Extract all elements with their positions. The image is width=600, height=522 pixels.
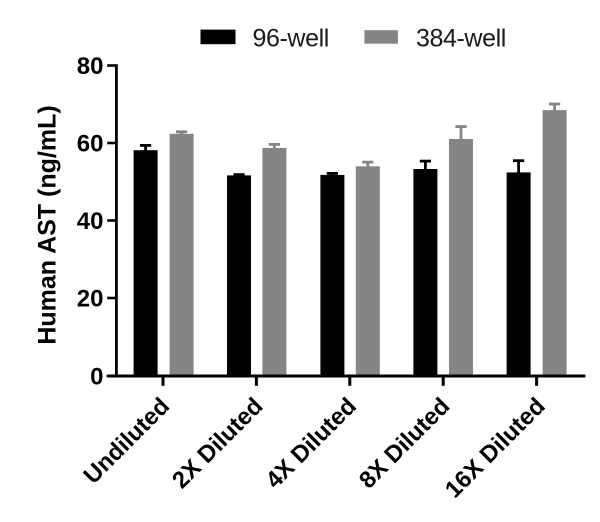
svg-text:0: 0 <box>90 364 103 391</box>
svg-text:40: 40 <box>77 208 104 235</box>
svg-text:80: 80 <box>77 53 104 80</box>
svg-text:60: 60 <box>77 131 104 158</box>
svg-text:Human AST (ng/mL): Human AST (ng/mL) <box>33 105 61 344</box>
svg-text:96-well: 96-well <box>253 24 329 52</box>
svg-text:20: 20 <box>77 286 104 313</box>
svg-text:384-well: 384-well <box>416 24 506 52</box>
